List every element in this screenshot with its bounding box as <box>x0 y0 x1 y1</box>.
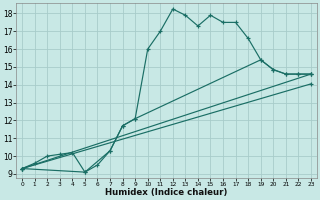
X-axis label: Humidex (Indice chaleur): Humidex (Indice chaleur) <box>105 188 228 197</box>
